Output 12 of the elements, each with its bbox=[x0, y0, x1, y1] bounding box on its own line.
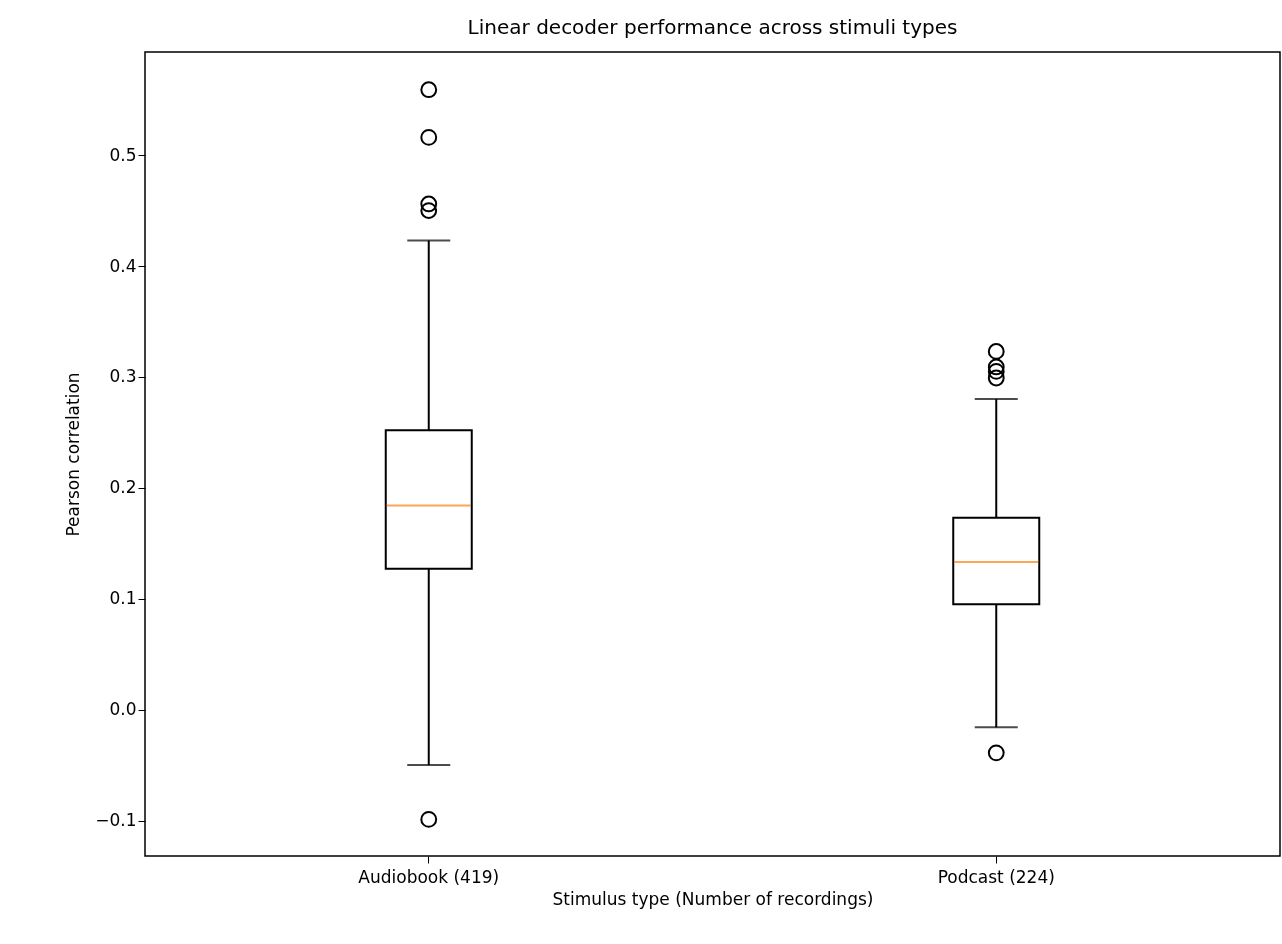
y-tick-label: 0.0 bbox=[109, 699, 137, 720]
y-tick-label: 0.2 bbox=[109, 477, 137, 498]
y-axis-title: Pearson correlation bbox=[63, 372, 84, 537]
chart-title: Linear decoder performance across stimuli types bbox=[467, 15, 958, 39]
x-axis-title: Stimulus type (Number of recordings) bbox=[552, 888, 874, 909]
y-tick-label: 0.1 bbox=[109, 588, 137, 609]
y-tick-label: −0.1 bbox=[95, 810, 137, 831]
x-tick-label: Podcast (224) bbox=[937, 866, 1055, 887]
x-tick-label: Audiobook (419) bbox=[358, 866, 500, 887]
y-tick-label: 0.5 bbox=[109, 144, 137, 165]
y-tick-label: 0.3 bbox=[109, 366, 137, 387]
y-tick-label: 0.4 bbox=[109, 255, 137, 276]
